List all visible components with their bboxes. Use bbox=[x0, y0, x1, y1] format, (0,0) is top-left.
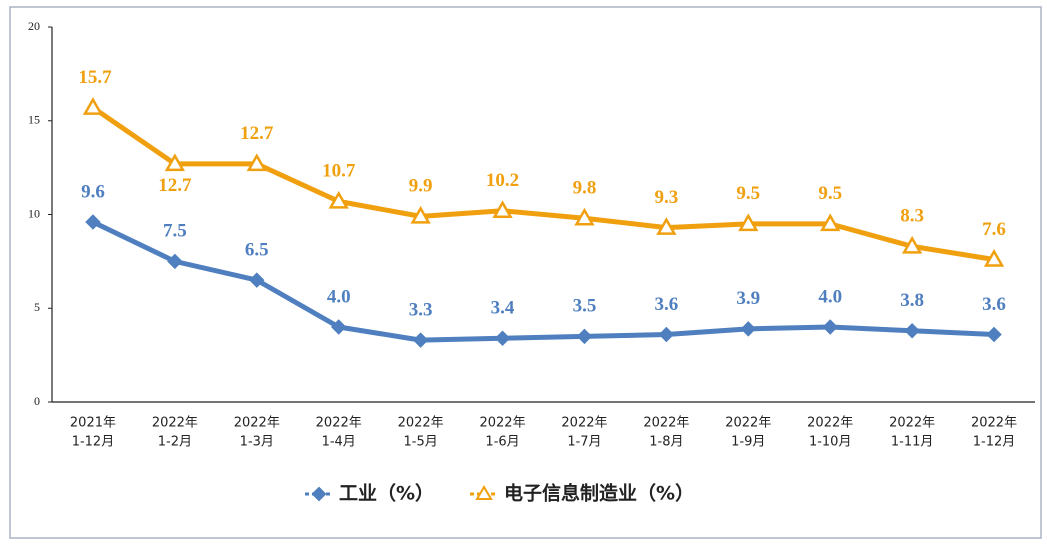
point bbox=[249, 272, 265, 288]
x-tick-label: 2022年 bbox=[971, 416, 1017, 431]
value-label: 9.5 bbox=[736, 183, 760, 204]
x-tick-label: 1-5月 bbox=[404, 435, 438, 450]
x-tick-label: 2022年 bbox=[479, 416, 525, 431]
value-label: 15.7 bbox=[78, 67, 112, 88]
point bbox=[820, 213, 841, 232]
x-tick-label: 1-7月 bbox=[567, 435, 601, 450]
value-label: 9.3 bbox=[655, 187, 679, 208]
x-tick-label: 1-4月 bbox=[322, 435, 356, 450]
y-tick-label: 15 bbox=[28, 113, 40, 127]
x-tick-label: 2022年 bbox=[316, 416, 362, 431]
point bbox=[85, 214, 101, 230]
value-label: 3.6 bbox=[982, 294, 1006, 315]
value-label: 8.3 bbox=[900, 206, 924, 227]
x-tick-label: 1-12月 bbox=[72, 435, 115, 450]
x-tick-label: 1-6月 bbox=[485, 435, 519, 450]
point bbox=[574, 207, 595, 226]
value-label: 9.5 bbox=[818, 183, 842, 204]
y-tick-label: 20 bbox=[28, 19, 40, 33]
point bbox=[246, 153, 267, 172]
value-label: 4.0 bbox=[818, 286, 842, 307]
value-label: 10.2 bbox=[486, 170, 519, 191]
x-tick-label: 2022年 bbox=[807, 416, 853, 431]
point bbox=[494, 330, 511, 346]
point bbox=[328, 190, 349, 209]
legend-label: 工业（%） bbox=[339, 482, 434, 505]
x-tick-label: 2021年 bbox=[70, 416, 116, 431]
value-label: 3.9 bbox=[736, 288, 760, 309]
legend-marker bbox=[475, 485, 493, 500]
point bbox=[738, 213, 759, 232]
point bbox=[167, 253, 183, 270]
value-label: 3.4 bbox=[491, 298, 515, 319]
value-label: 4.0 bbox=[327, 286, 351, 307]
point bbox=[740, 321, 756, 337]
point bbox=[164, 153, 186, 172]
x-tick-label: 1-10月 bbox=[809, 435, 852, 450]
x-tick-label: 2022年 bbox=[234, 416, 280, 431]
point bbox=[983, 248, 1005, 267]
point bbox=[658, 326, 675, 343]
point bbox=[656, 217, 677, 235]
point bbox=[410, 205, 431, 224]
point bbox=[331, 319, 347, 335]
chart-frame bbox=[9, 6, 1042, 539]
x-tick-label: 1-2月 bbox=[158, 435, 192, 450]
value-label: 3.6 bbox=[655, 294, 679, 315]
point bbox=[412, 332, 429, 348]
value-label: 12.7 bbox=[158, 175, 192, 196]
point bbox=[986, 326, 1002, 343]
x-tick-label: 1-12月 bbox=[973, 435, 1016, 450]
point bbox=[901, 235, 923, 254]
point bbox=[492, 200, 513, 218]
x-tick-label: 1-3月 bbox=[240, 435, 274, 450]
x-tick-label: 2022年 bbox=[725, 416, 771, 431]
x-tick-label: 1-11月 bbox=[891, 435, 934, 450]
value-label: 6.5 bbox=[245, 239, 269, 260]
y-tick-label: 0 bbox=[34, 394, 40, 408]
point bbox=[82, 97, 104, 115]
x-tick-label: 1-9月 bbox=[731, 435, 765, 450]
value-label: 3.8 bbox=[900, 290, 924, 311]
point bbox=[576, 328, 593, 345]
series-line bbox=[91, 219, 995, 343]
value-label: 3.3 bbox=[409, 299, 433, 320]
value-label: 12.7 bbox=[240, 123, 274, 144]
value-label: 9.6 bbox=[81, 181, 105, 202]
y-tick-label: 10 bbox=[28, 206, 40, 220]
y-tick-label: 5 bbox=[34, 300, 40, 314]
value-label: 7.6 bbox=[982, 219, 1006, 240]
value-label: 9.8 bbox=[573, 178, 597, 199]
x-tick-label: 2022年 bbox=[643, 416, 689, 431]
x-tick-label: 2022年 bbox=[889, 416, 935, 431]
point bbox=[822, 319, 838, 335]
value-label: 10.7 bbox=[322, 161, 356, 182]
value-label: 3.5 bbox=[573, 296, 597, 317]
value-label: 7.5 bbox=[163, 221, 187, 242]
series-line bbox=[91, 105, 995, 262]
point bbox=[904, 323, 920, 339]
x-tick-label: 2022年 bbox=[398, 416, 444, 431]
x-tick-label: 2022年 bbox=[561, 416, 607, 431]
x-tick-label: 1-8月 bbox=[649, 435, 683, 450]
legend-marker bbox=[311, 486, 327, 502]
legend-label: 电子信息制造业（%） bbox=[504, 482, 694, 505]
value-label: 9.9 bbox=[409, 176, 433, 197]
x-tick-label: 2022年 bbox=[152, 416, 198, 431]
